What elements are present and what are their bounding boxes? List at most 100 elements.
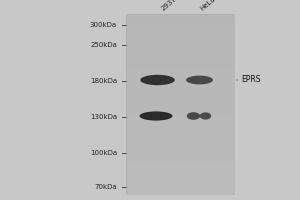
Bar — [126, 170, 234, 171]
Text: EPRS: EPRS — [242, 75, 261, 84]
Bar — [126, 168, 234, 170]
Bar — [126, 14, 234, 194]
Bar — [126, 153, 234, 155]
Bar — [126, 27, 234, 29]
Bar — [126, 60, 234, 62]
Bar — [126, 50, 234, 51]
Bar — [126, 147, 234, 149]
Bar — [126, 119, 234, 120]
Ellipse shape — [140, 111, 172, 121]
Bar — [126, 186, 234, 188]
Bar — [126, 69, 234, 71]
Bar — [126, 62, 234, 64]
Bar — [126, 180, 234, 182]
Bar — [126, 144, 234, 146]
Bar — [126, 110, 234, 112]
Bar — [126, 179, 234, 180]
Bar — [126, 42, 234, 44]
Bar — [126, 32, 234, 33]
Bar — [126, 81, 234, 83]
Bar — [126, 20, 234, 21]
Bar — [126, 96, 234, 98]
Bar — [126, 18, 234, 20]
Bar — [126, 75, 234, 77]
Bar — [126, 87, 234, 89]
Bar — [126, 150, 234, 152]
Text: 130kDa: 130kDa — [90, 114, 117, 120]
Text: 180kDa: 180kDa — [90, 78, 117, 84]
Bar — [126, 192, 234, 194]
Bar — [126, 48, 234, 50]
Bar — [126, 123, 234, 125]
Bar — [126, 83, 234, 84]
Bar — [126, 105, 234, 107]
Bar — [126, 95, 234, 97]
Text: 100kDa: 100kDa — [90, 150, 117, 156]
Bar — [126, 134, 234, 136]
Bar — [126, 71, 234, 72]
Bar — [126, 44, 234, 46]
Bar — [126, 56, 234, 58]
Bar — [126, 141, 234, 143]
Bar — [126, 89, 234, 90]
Text: 250kDa: 250kDa — [90, 42, 117, 48]
Bar — [126, 90, 234, 92]
Bar — [126, 98, 234, 99]
Bar — [126, 117, 234, 119]
Bar — [126, 161, 234, 162]
Bar — [126, 74, 234, 75]
Bar — [126, 189, 234, 191]
Bar — [126, 143, 234, 144]
Bar — [126, 26, 234, 27]
Text: 293T: 293T — [160, 0, 178, 12]
Bar — [126, 84, 234, 86]
Bar — [126, 188, 234, 190]
Bar — [126, 101, 234, 103]
Text: HeLa: HeLa — [200, 0, 217, 12]
Bar — [126, 23, 234, 24]
Bar — [126, 63, 234, 65]
Bar — [126, 33, 234, 35]
Bar — [126, 108, 234, 110]
Bar — [126, 35, 234, 36]
Bar — [126, 185, 234, 186]
Bar — [126, 132, 234, 134]
Bar — [126, 176, 234, 178]
Bar — [126, 173, 234, 174]
Bar — [126, 129, 234, 131]
Bar — [126, 59, 234, 60]
Bar — [126, 24, 234, 26]
Bar — [126, 17, 234, 19]
Bar — [126, 165, 234, 167]
Bar — [126, 47, 234, 48]
Bar — [126, 149, 234, 150]
Bar — [126, 57, 234, 59]
Bar — [126, 41, 234, 42]
Bar — [126, 126, 234, 128]
Bar — [126, 93, 234, 95]
Bar — [126, 131, 234, 132]
Bar — [126, 164, 234, 166]
Bar — [126, 122, 234, 124]
Bar — [126, 191, 234, 192]
Bar — [126, 171, 234, 173]
Bar — [126, 120, 234, 122]
Bar — [126, 102, 234, 104]
Bar — [126, 86, 234, 88]
Bar — [126, 21, 234, 23]
Bar — [126, 174, 234, 176]
Bar — [126, 159, 234, 161]
Bar — [126, 138, 234, 140]
Bar — [126, 182, 234, 184]
Bar — [126, 111, 234, 113]
Bar — [126, 128, 234, 130]
Ellipse shape — [186, 76, 213, 84]
Bar — [126, 65, 234, 66]
Bar — [126, 152, 234, 154]
Bar — [126, 39, 234, 41]
Bar — [126, 72, 234, 74]
Bar — [126, 15, 234, 17]
Bar — [126, 107, 234, 108]
Text: 70kDa: 70kDa — [94, 184, 117, 190]
Bar — [126, 51, 234, 53]
